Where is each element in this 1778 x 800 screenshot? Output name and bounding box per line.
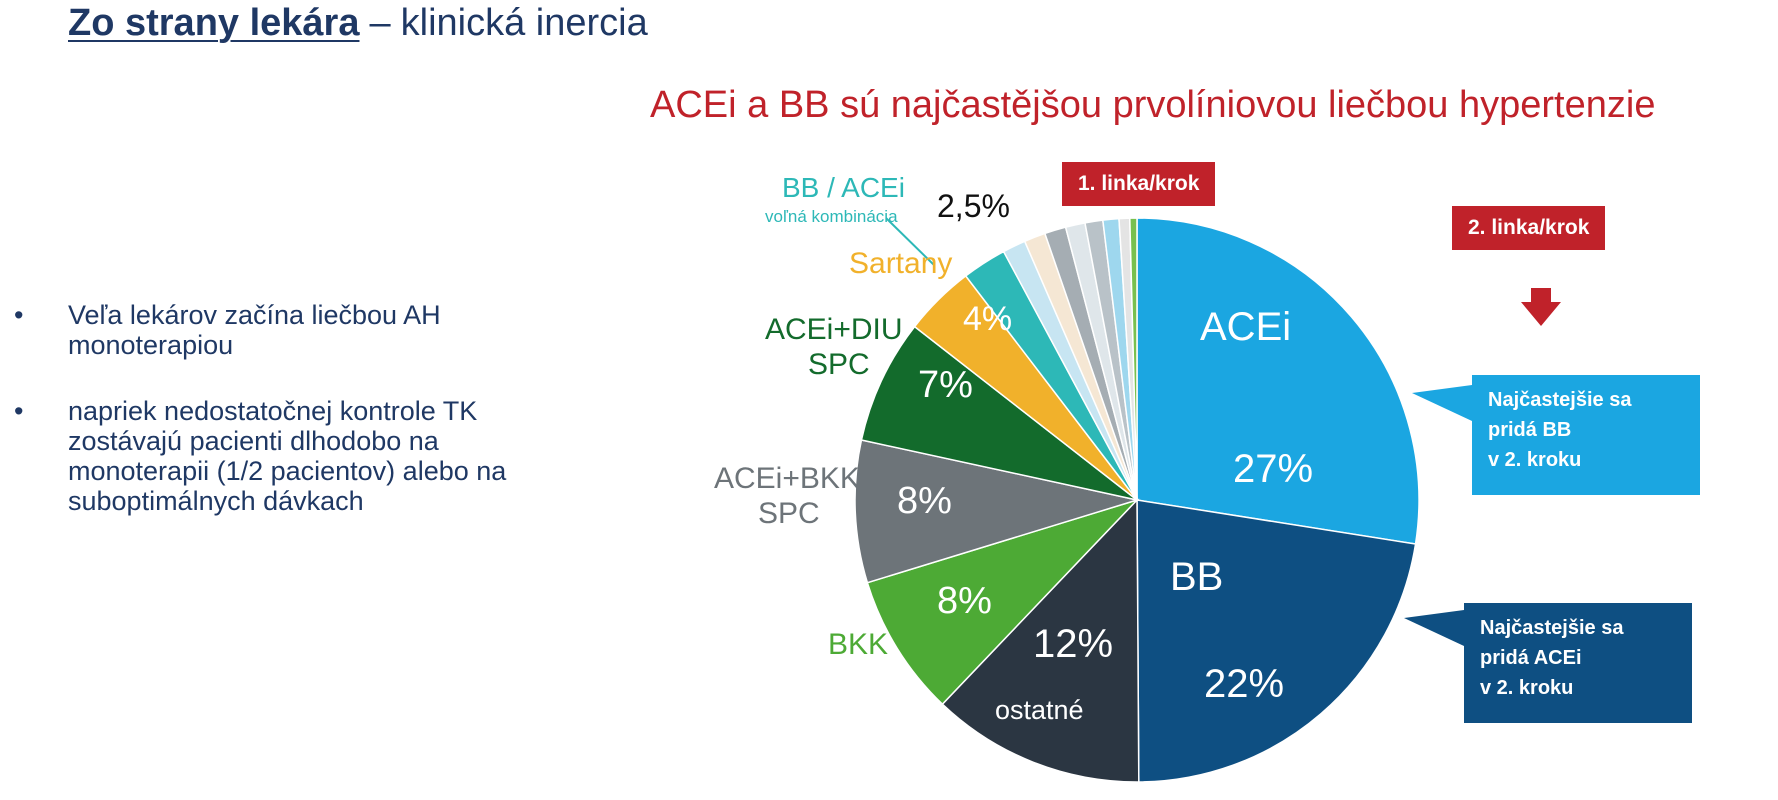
slice-value-sartany: 4% [963, 300, 1013, 338]
slice-value-acei: 27% [1233, 447, 1314, 491]
pie-slice [1136, 499, 1417, 783]
label-bb-acei-line1: BB / ACEi [782, 172, 905, 203]
label-acei-diu-line1: ACEi+DIU [765, 313, 903, 346]
slice-value-acei-bkk: 8% [897, 480, 952, 522]
bullet-text: Veľa lekárov začína liečbou AH monoterap… [68, 300, 441, 360]
page-title-separator: – [369, 2, 391, 44]
slice-name-bb: BB [1170, 555, 1224, 599]
pie-slice [1129, 217, 1138, 501]
slice-value-acei-diu: 7% [918, 364, 973, 406]
callout-acei-line2: pridá BB [1488, 419, 1572, 441]
down-arrow-icon [1521, 288, 1561, 326]
second-step-badge: 2. linka/krok [1452, 206, 1606, 250]
pie-slice [941, 498, 1140, 783]
slice-name-acei: ACEi [1200, 305, 1292, 349]
label-sartany: Sartany [849, 247, 953, 280]
chart-title: ACEi a BB sú najčastějšou prvolíniovou l… [650, 84, 1656, 126]
callout-acei-line3: v 2. kroku [1488, 449, 1582, 471]
callout-pointer-bb [1404, 610, 1464, 646]
pie-slice [1136, 217, 1420, 545]
callout-bb-line3: v 2. kroku [1480, 677, 1574, 699]
label-bb-acei-line2: voľná kombinácia [765, 207, 898, 226]
pie-slice [860, 325, 1138, 501]
callout-bb: Najčastejšie sa pridá ACEi v 2. kroku [1464, 603, 1692, 723]
label-acei-bkk-line2: SPC [758, 497, 820, 530]
bullet-marker: • [14, 300, 24, 330]
callout-pointer-acei [1412, 385, 1472, 421]
slice-value-ostatne: 12% [1033, 622, 1114, 666]
callout-bb-line1: Najčastejšie sa [1480, 617, 1624, 639]
bullet-item: • napriek nedostatočnej kontrole TK zost… [0, 396, 568, 516]
label-bkk: BKK [828, 628, 889, 661]
pie-slices [854, 217, 1420, 783]
callout-acei-line1: Najčastejšie sa [1488, 389, 1632, 411]
label-acei-bkk-line1: ACEi+BKK [714, 462, 860, 495]
slice-value-bkk: 8% [937, 580, 992, 622]
bullet-list: • Veľa lekárov začína liečbou AH monoter… [0, 300, 568, 552]
label-bb-acei-value: 2,5% [937, 188, 1010, 224]
label-acei-diu-line2: SPC [808, 348, 870, 381]
first-step-badge: 1. linka/krok [1062, 162, 1216, 206]
pie-slice [854, 439, 1140, 584]
leader-line-bb-acei [885, 217, 935, 266]
page-title-sub: klinická inercia [400, 2, 648, 44]
page-title: Zo strany lekára – klinická inercia [68, 2, 648, 45]
bullet-item: • Veľa lekárov začína liečbou AH monoter… [0, 300, 548, 360]
callout-acei: Najčastejšie sa pridá BB v 2. kroku [1472, 375, 1700, 495]
slice-name-ostatne: ostatné [995, 695, 1084, 725]
bullet-text: napriek nedostatočnej kontrole TK zostáv… [68, 396, 507, 516]
page-title-main: Zo strany lekára [68, 2, 360, 44]
callout-bb-line2: pridá ACEi [1480, 647, 1582, 669]
slice-value-bb: 22% [1204, 662, 1285, 706]
bullet-marker: • [14, 396, 24, 426]
pie-slice [866, 498, 1140, 706]
